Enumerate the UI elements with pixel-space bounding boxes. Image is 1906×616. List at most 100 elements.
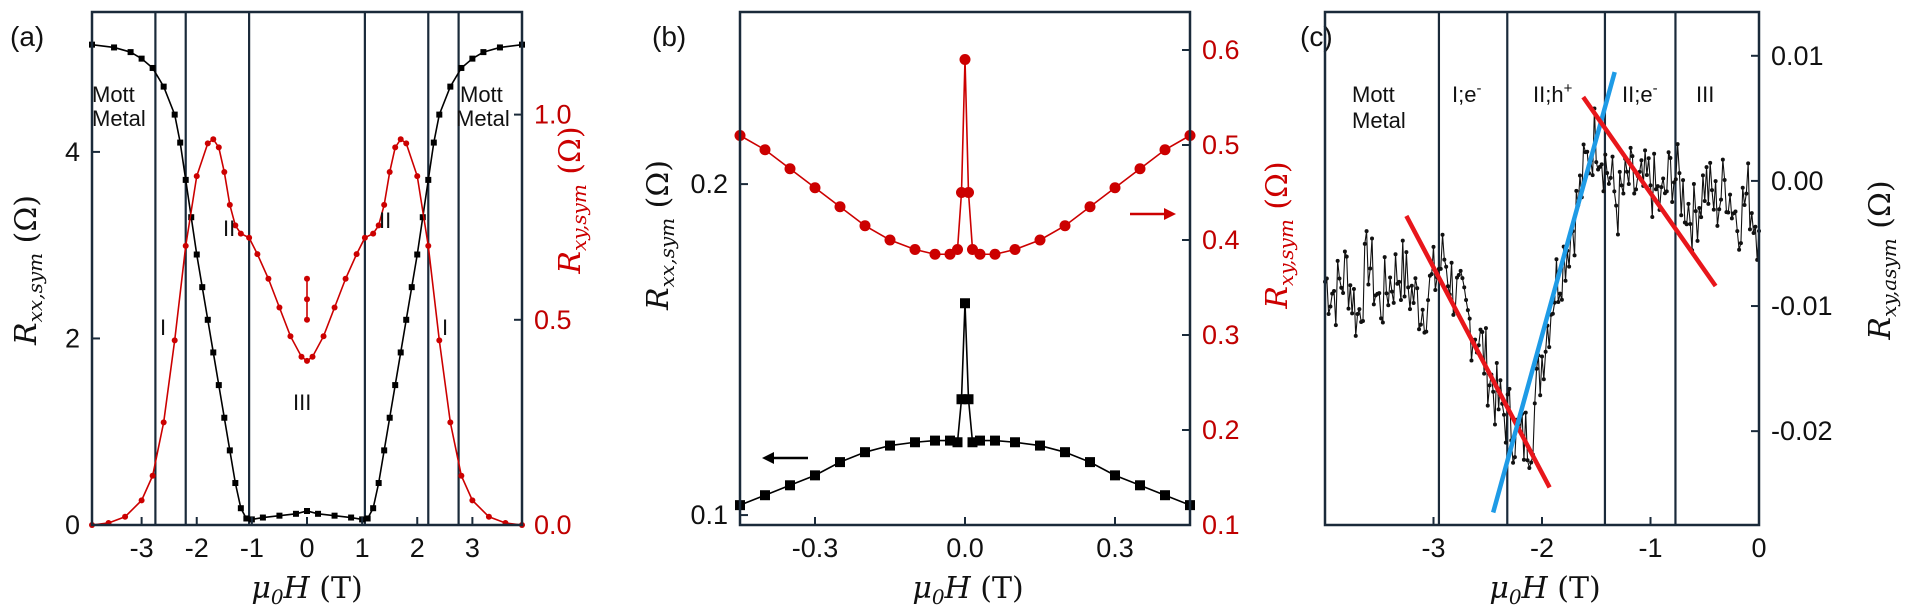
panel-b-rxx-point-20 — [1085, 457, 1095, 468]
panel-b-rxy-point-13 — [963, 187, 974, 198]
panel-c-rxy-asym-point-211 — [1704, 165, 1709, 170]
panel-a-rxx-point-30 — [370, 505, 377, 512]
panel-b-rxx-point-8 — [930, 435, 940, 446]
panel-a-rxx-point-29 — [364, 515, 371, 522]
panel-a-rxx-point-40 — [425, 176, 432, 183]
panel-c-rxy-asym-point-141 — [1577, 173, 1582, 178]
panel-c-rxy-asym-point-130 — [1558, 291, 1563, 296]
panel-c-rxy-asym-point-214 — [1709, 188, 1714, 193]
panel-c-rxy-asym-point-120 — [1540, 354, 1544, 359]
panel-c-rxy-asym-point-50 — [1413, 276, 1418, 281]
panel-c-rxy-asym-point-18 — [1355, 312, 1360, 317]
panel-c-fit-line-1 — [1491, 71, 1617, 514]
panel-c-rxy-asym-point-37 — [1389, 289, 1394, 294]
panel-c-rxy-asym-point-200 — [1684, 222, 1689, 227]
panel-a-rxy-point-11 — [215, 144, 222, 151]
panel-c-rxy-asym-point-46 — [1406, 285, 1411, 290]
panel-c-rxy-asym-point-21 — [1360, 319, 1365, 324]
panel-c-rxy-asym-point-119 — [1538, 393, 1543, 398]
panel-a-rxy-point-14 — [232, 222, 239, 229]
panel-c-rxy-asym-point-218 — [1717, 207, 1722, 212]
panel-a-rxy-point-5 — [160, 419, 167, 426]
panel-b-xlabel: μ0H (T) — [912, 571, 1023, 609]
panel-c-rxy-asym-point-2 — [1326, 312, 1331, 317]
panel-c-rxy-asym-point-60 — [1431, 244, 1436, 249]
panel-c-rxy-asym-point-30 — [1377, 291, 1382, 296]
panel-c-rxy-asym-point-80 — [1467, 316, 1472, 321]
panel-b-rxx-point-4 — [835, 457, 845, 468]
panel-c-rxy-asym-point-168 — [1626, 182, 1631, 187]
panel-c-rxy-asym-point-216 — [1713, 179, 1718, 184]
panel-c-yr-ticklabel-2: -0.01 — [1771, 291, 1833, 321]
panel-a-yr-ticklabel-0: 0.0 — [534, 510, 572, 540]
panel-c-rxy-asym-point-53 — [1418, 322, 1423, 327]
panel-a-rxx-point-10 — [193, 251, 200, 258]
panel-c-rxy-asym-point-101 — [1505, 392, 1510, 397]
panel-b-rxy-line — [739, 59, 1191, 256]
panel-b-rxx-point-15 — [975, 435, 985, 446]
panel-c-region-I-e: I;e- — [1452, 80, 1481, 107]
panel-c-rxy-asym-point-75 — [1458, 268, 1463, 273]
panel-a-rxx-point-23 — [292, 510, 299, 517]
panel-c-rxy-asym-point-8 — [1337, 276, 1342, 281]
panel-a-region-II-right: II — [379, 208, 391, 233]
panel-c-yr-ticklabel-1: 0.00 — [1771, 166, 1824, 196]
panel-a-yl-ticklabel-1: 2 — [65, 323, 80, 353]
panel-c-rxy-asym-point-206 — [1695, 238, 1700, 243]
panel-c-rxy-asym-point-111 — [1523, 410, 1528, 415]
panel-b-yr-ticklabel-1: 0.2 — [1202, 415, 1240, 445]
panel-c-rxy-asym-point-238 — [1753, 224, 1758, 229]
panel-b-rxy-point-5 — [859, 220, 871, 232]
panel-c-rxy-asym-point-45 — [1404, 250, 1409, 255]
panel-b-rxy-point-4 — [834, 201, 846, 213]
panel-b-rxy-point-19 — [1059, 220, 1071, 232]
panel-b-rxy-point-23 — [1159, 144, 1171, 156]
panel-c-rxy-asym-point-163 — [1617, 169, 1622, 174]
panel-c-rxy-asym-point-208 — [1699, 215, 1704, 220]
panel-b-rxx-point-13 — [963, 394, 974, 405]
panel-b-arrow-left — [762, 452, 808, 464]
panel-a-rxy-point-16 — [246, 234, 253, 241]
panel-c-rxy-asym-point-74 — [1456, 272, 1461, 277]
panel-c-rxy-asym-point-66 — [1442, 257, 1447, 262]
panel-b-rxx-point-22 — [1135, 480, 1145, 491]
panel-c-rxy-asym-point-153 — [1599, 162, 1604, 167]
panel-c-rxy-asym-point-165 — [1621, 191, 1626, 196]
panel-c-rxy-asym-point-223 — [1726, 210, 1731, 215]
panel-c-rxy-asym-point-90 — [1485, 403, 1490, 408]
panel-b-rxy-point-1 — [759, 144, 771, 156]
panel-c-x-ticklabel-1: -2 — [1530, 533, 1554, 563]
panel-c-rxy-asym-point-104 — [1511, 460, 1516, 465]
panel-a-rxy-point-39 — [447, 419, 454, 426]
panel-b-x-ticklabel-1: 0.0 — [946, 533, 984, 563]
panel-a-rxy-point-8 — [193, 173, 200, 180]
panel-c-rxy-asym-point-197 — [1679, 213, 1684, 218]
panel-b-arrow-right — [1130, 208, 1176, 220]
panel-c-rxy-asym-point-133 — [1563, 278, 1568, 283]
panel-a-x-ticklabel-4: 1 — [355, 533, 370, 563]
panel-c-rxy-asym-point-178 — [1644, 172, 1649, 177]
panel-a-region-I-left: I — [160, 315, 166, 340]
panel-a-rxy-point-34 — [397, 136, 404, 143]
panel-c-rxy-asym-point-234 — [1746, 161, 1751, 166]
panel-c-rxy-asym-point-167 — [1624, 169, 1629, 174]
panel-c-rxy-asym-point-54 — [1420, 307, 1425, 312]
panel-a-yl-ticklabel-0: 0 — [65, 510, 80, 540]
panel-a-rxx-point-7 — [177, 139, 184, 146]
panel-c-rxy-asym-point-198 — [1681, 178, 1686, 183]
panel-a-region-II-left: II — [223, 216, 235, 241]
panel-a-rxx-point-44 — [458, 64, 465, 71]
panel-c-fit-line-0 — [1404, 214, 1552, 489]
panel-b-rxx-point-5 — [860, 447, 870, 458]
panel-a-rxx-point-31 — [375, 480, 382, 487]
panel-a-rxy-point-35 — [403, 140, 410, 147]
panel-a-rxy-point-18 — [265, 275, 272, 282]
panel-c-rxy-asym-point-164 — [1619, 183, 1624, 188]
panel-c-rxy-asym-point-215 — [1711, 207, 1716, 212]
panel-c-rxy-asym-point-61 — [1433, 287, 1438, 292]
panel-a-region-metal-right: Metal — [456, 106, 510, 131]
panel-c-rxy-asym-point-27 — [1371, 302, 1376, 307]
panel-c-rxy-asym-point-121 — [1541, 377, 1546, 382]
panel-a-rxx-point-2 — [127, 49, 134, 56]
panel-a-rxy-point-28 — [361, 234, 368, 241]
